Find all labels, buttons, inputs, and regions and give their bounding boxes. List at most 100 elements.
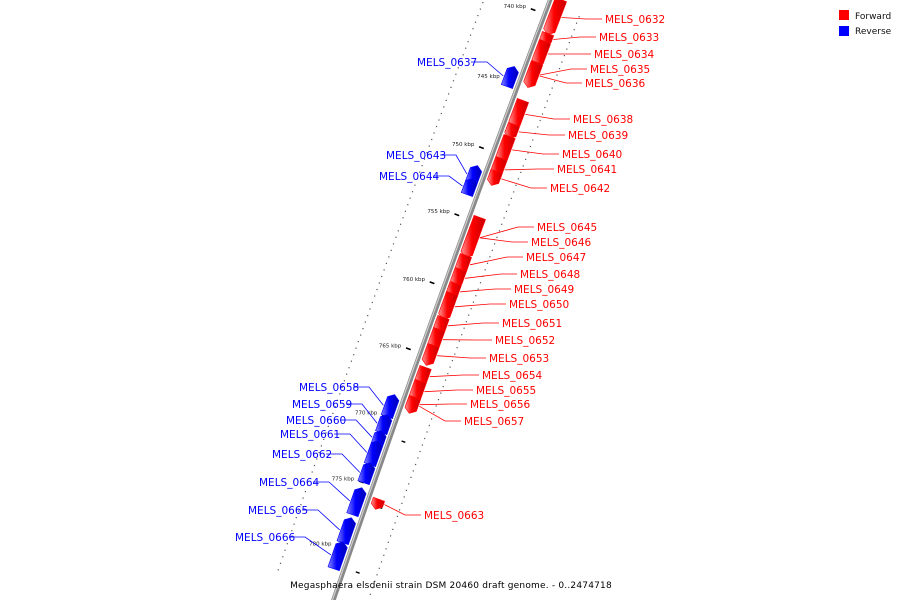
gene-label-mels-0665[interactable]: MELS_0665 bbox=[248, 505, 308, 517]
map-caption: Megasphaera elsdenii strain DSM 20460 dr… bbox=[290, 581, 612, 591]
gene-feature-mels-0661[interactable] bbox=[363, 440, 383, 468]
guide-dot bbox=[551, 87, 553, 89]
guide-dot bbox=[467, 41, 469, 43]
gene-label-mels-0651[interactable]: MELS_0651 bbox=[502, 318, 562, 330]
gene-feature-mels-0646[interactable] bbox=[460, 214, 486, 258]
guide-dot bbox=[369, 308, 371, 310]
gene-feature-mels-0653[interactable] bbox=[421, 342, 440, 366]
gene-label-mels-0658[interactable]: MELS_0658 bbox=[299, 382, 359, 394]
guide-dot bbox=[546, 100, 548, 102]
label-leader bbox=[469, 256, 523, 266]
gene-label-mels-0661[interactable]: MELS_0661 bbox=[280, 429, 340, 441]
tick-mark bbox=[429, 281, 435, 285]
gene-feature-mels-0642[interactable] bbox=[487, 168, 503, 186]
label-leader bbox=[512, 149, 559, 155]
guide-dot bbox=[433, 411, 435, 414]
guide-dot bbox=[440, 112, 442, 115]
gene-label-mels-0637[interactable]: MELS_0637 bbox=[417, 57, 477, 69]
gene-label-mels-0653[interactable]: MELS_0653 bbox=[489, 353, 549, 365]
gene-feature-mels-0662[interactable] bbox=[357, 462, 376, 486]
gene-label-mels-0639[interactable]: MELS_0639 bbox=[568, 130, 628, 142]
gene-label-mels-0660[interactable]: MELS_0660 bbox=[286, 415, 346, 427]
label-leader bbox=[433, 175, 463, 187]
gene-label-mels-0634[interactable]: MELS_0634 bbox=[594, 49, 654, 61]
guide-dot bbox=[279, 562, 282, 564]
label-leader bbox=[384, 504, 421, 516]
guide-dot bbox=[300, 504, 302, 506]
tick-label: 775 kbp bbox=[332, 476, 355, 482]
gene-label-mels-0640[interactable]: MELS_0640 bbox=[562, 149, 622, 161]
gene-feature-mels-0658[interactable] bbox=[380, 394, 400, 420]
gene-feature-mels-0666[interactable] bbox=[327, 541, 348, 572]
gene-label-mels-0646[interactable]: MELS_0646 bbox=[531, 237, 591, 249]
guide-dot bbox=[330, 419, 332, 421]
gene-label-mels-0642[interactable]: MELS_0642 bbox=[550, 183, 610, 195]
gene-label-mels-0652[interactable]: MELS_0652 bbox=[495, 335, 555, 347]
gene-feature-mels-0632[interactable] bbox=[543, 0, 567, 35]
guide-dot bbox=[404, 210, 406, 212]
gene-feature-mels-0644[interactable] bbox=[460, 178, 478, 198]
guide-dot bbox=[405, 489, 407, 491]
gene-feature-mels-0663[interactable] bbox=[370, 496, 386, 510]
tick-label: 770 kbp bbox=[355, 410, 378, 416]
gene-label-mels-0657[interactable]: MELS_0657 bbox=[464, 416, 524, 428]
guide-dot bbox=[341, 386, 343, 388]
guide-dot bbox=[295, 517, 297, 519]
guide-dot bbox=[437, 399, 440, 401]
label-leader bbox=[419, 405, 461, 422]
gene-label-mels-0643[interactable]: MELS_0643 bbox=[386, 150, 446, 162]
guide-dot bbox=[407, 204, 409, 206]
gene-feature-mels-0657[interactable] bbox=[404, 395, 421, 414]
gene-feature-mels-0664[interactable] bbox=[346, 487, 367, 518]
gene-label-mels-0650[interactable]: MELS_0650 bbox=[509, 299, 569, 311]
gene-label-mels-0648[interactable]: MELS_0648 bbox=[520, 269, 580, 281]
gene-feature-mels-0659[interactable] bbox=[375, 414, 393, 436]
label-leader bbox=[553, 36, 596, 40]
gene-label-mels-0664[interactable]: MELS_0664 bbox=[259, 477, 319, 489]
gene-label-mels-0655[interactable]: MELS_0655 bbox=[476, 385, 536, 397]
guide-dot bbox=[454, 353, 456, 355]
guide-dot bbox=[428, 424, 430, 427]
label-leader bbox=[326, 453, 361, 473]
label-leader bbox=[313, 481, 351, 502]
gene-label-mels-0632[interactable]: MELS_0632 bbox=[605, 14, 665, 26]
gene-label-mels-0666[interactable]: MELS_0666 bbox=[235, 532, 295, 544]
genome-backbone bbox=[331, 0, 553, 600]
guide-dot bbox=[350, 360, 352, 362]
label-leader bbox=[334, 433, 368, 453]
gene-label-mels-0649[interactable]: MELS_0649 bbox=[514, 284, 574, 296]
gene-label-mels-0638[interactable]: MELS_0638 bbox=[573, 114, 633, 126]
gene-label-mels-0654[interactable]: MELS_0654 bbox=[482, 370, 542, 382]
gene-label-mels-0662[interactable]: MELS_0662 bbox=[272, 449, 332, 461]
gene-label-mels-0641[interactable]: MELS_0641 bbox=[557, 164, 617, 176]
gene-label-mels-0635[interactable]: MELS_0635 bbox=[590, 64, 650, 76]
gene-label-mels-0644[interactable]: MELS_0644 bbox=[379, 171, 439, 183]
gene-label-mels-0636[interactable]: MELS_0636 bbox=[585, 78, 645, 90]
guide-dot bbox=[392, 243, 395, 245]
gene-label-mels-0645[interactable]: MELS_0645 bbox=[537, 222, 597, 234]
gene-label-mels-0656[interactable]: MELS_0656 bbox=[470, 399, 530, 411]
guide-dot bbox=[496, 236, 498, 238]
guide-dot bbox=[383, 269, 385, 271]
gene-label-mels-0663[interactable]: MELS_0663 bbox=[424, 510, 484, 522]
label-leader bbox=[518, 131, 565, 136]
guide-dot bbox=[563, 55, 565, 57]
guide-dot bbox=[369, 593, 371, 595]
gene-label-mels-0647[interactable]: MELS_0647 bbox=[526, 252, 586, 264]
gene-label-mels-0633[interactable]: MELS_0633 bbox=[599, 32, 659, 44]
label-leader bbox=[479, 237, 528, 243]
gene-label-mels-0659[interactable]: MELS_0659 bbox=[292, 399, 352, 411]
guide-dot bbox=[286, 543, 288, 545]
guide-dot bbox=[387, 541, 389, 543]
gene-feature-mels-0636[interactable] bbox=[523, 61, 543, 88]
guide-dot bbox=[423, 158, 426, 160]
gene-feature-mels-0637[interactable] bbox=[500, 66, 519, 89]
guide-dot bbox=[284, 549, 286, 551]
guide-dot bbox=[431, 418, 433, 420]
guide-dot bbox=[282, 556, 284, 558]
gene-feature-mels-0665[interactable] bbox=[336, 517, 356, 546]
label-leader bbox=[289, 536, 332, 556]
guide-dot bbox=[403, 496, 405, 498]
guide-dot bbox=[298, 510, 300, 512]
backbone-highlight bbox=[331, 0, 550, 600]
